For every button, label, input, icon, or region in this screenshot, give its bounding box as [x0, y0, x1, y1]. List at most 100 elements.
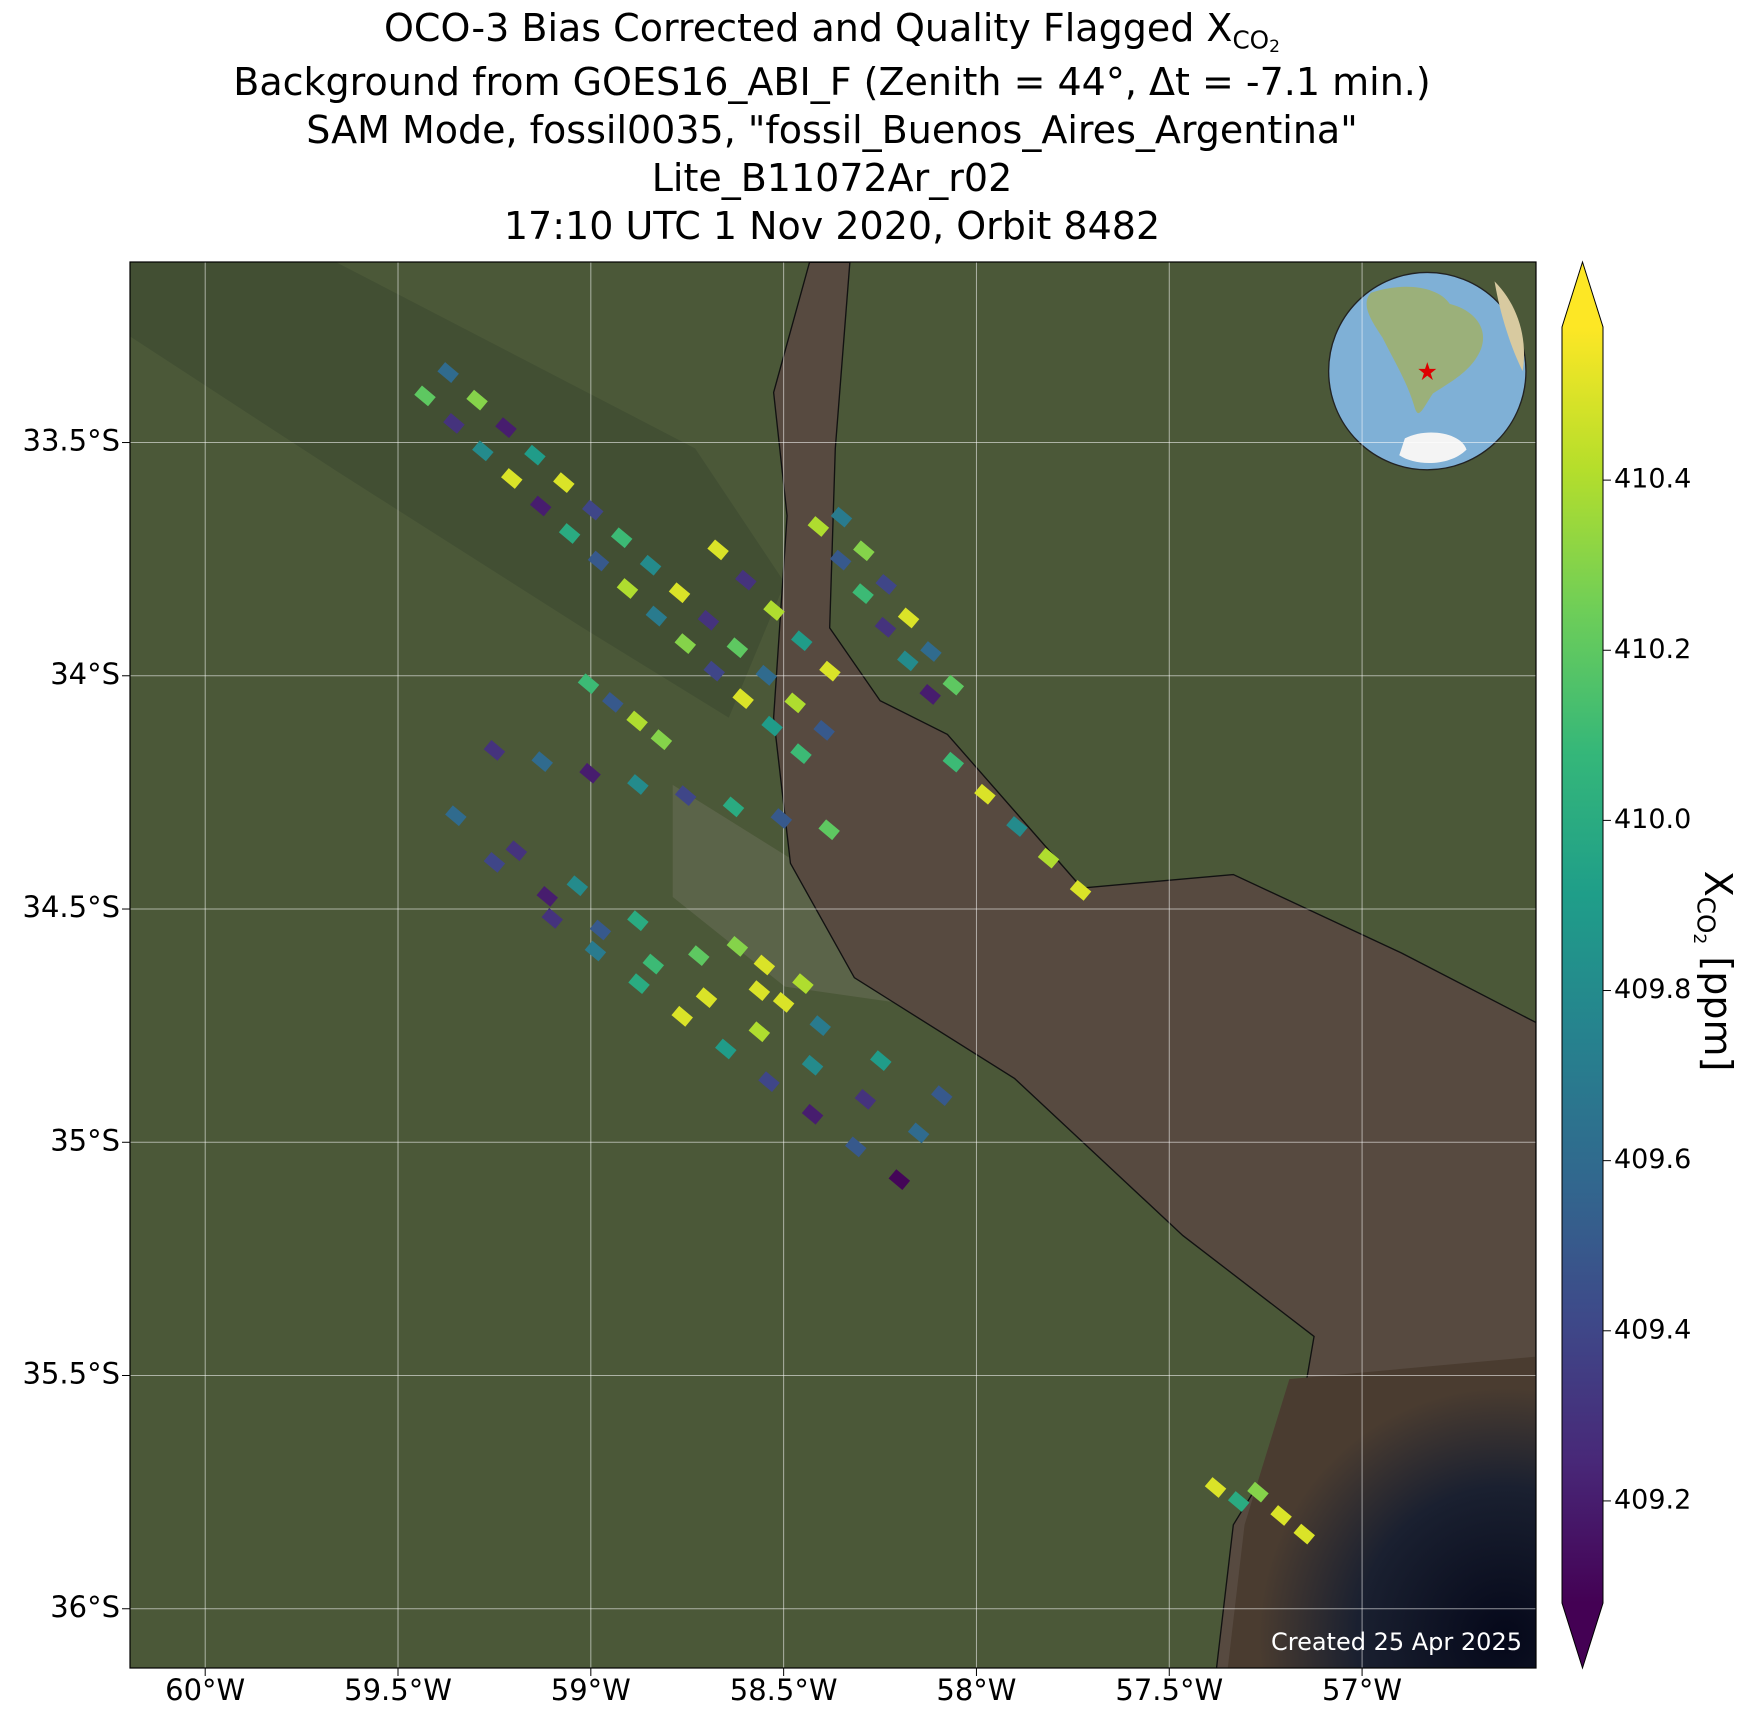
footprint: [472, 440, 494, 462]
x-tick-label: 57°W: [1322, 1673, 1402, 1707]
footprint: [748, 980, 771, 1002]
colorbar-body: [1562, 327, 1603, 1603]
footprint: [589, 919, 612, 941]
basemap: [130, 262, 1536, 1668]
x-tick-label: 57.5°W: [1115, 1673, 1223, 1707]
footprint: [829, 549, 852, 571]
footprint: [870, 1050, 892, 1072]
footprint: [772, 991, 795, 1013]
footprint: [791, 630, 813, 652]
text-subsub: 2: [1269, 37, 1280, 57]
wetland: [130, 262, 785, 718]
rich-text: 17:10 UTC 1 Nov 2020, Orbit 8482: [504, 204, 1160, 248]
footprint: [650, 729, 673, 751]
footprint: [1247, 1481, 1269, 1503]
footprint: [790, 743, 812, 765]
footprint: [1069, 879, 1092, 901]
footprint: [1204, 1477, 1227, 1498]
footprint: [753, 954, 776, 976]
footprint: [495, 417, 517, 438]
footprint: [703, 660, 725, 682]
colorbar: 409.2 409.4 409.6 409.8 410.0 410.2 410.4 XCO2 …: [1561, 260, 1741, 1670]
footprint: [853, 540, 875, 562]
text-main: SAM Mode, fossil0035, "fossil_Buenos_Air…: [306, 108, 1357, 152]
rich-text: OCO-3 Bias Corrected and Quality Flagged…: [384, 6, 1280, 58]
footprint: [818, 819, 840, 841]
footprint: [639, 554, 662, 576]
footprint: [763, 600, 785, 621]
footprint: [695, 987, 718, 1009]
africa: [1494, 281, 1525, 372]
y-tick-label: 33.5°S: [23, 424, 120, 458]
footprint: [1037, 847, 1060, 869]
antarctica: [1399, 432, 1467, 464]
footprint: [819, 660, 841, 682]
text-main: X: [1697, 871, 1741, 897]
globe-inset: [1327, 271, 1527, 471]
footprint: [974, 783, 996, 805]
footprint: [919, 684, 941, 705]
footprint: [792, 973, 814, 995]
footprint: [807, 516, 830, 537]
footprints: [414, 362, 1315, 1545]
y-tick-label: 35.5°S: [23, 1357, 120, 1391]
footprint: [674, 785, 697, 807]
basemap-shapes: [130, 262, 1536, 1668]
y-tick-label: 35°S: [50, 1123, 120, 1157]
footprint: [536, 886, 559, 907]
footprint: [942, 674, 965, 696]
footprint: [1006, 816, 1028, 837]
footprint: [897, 650, 919, 672]
footprint: [801, 1054, 824, 1076]
footprint: [697, 609, 720, 631]
map-frame: [129, 261, 1537, 1669]
footer: Created 25 Apr 2025: [1271, 1628, 1522, 1656]
footprint: [830, 506, 853, 528]
footprint: [784, 692, 806, 714]
text-sub: CO: [1232, 25, 1269, 54]
text-main: 17:10 UTC 1 Nov 2020, Orbit 8482: [504, 204, 1160, 248]
text-main: Lite_B11072Ar_r02: [652, 156, 1013, 200]
y-tick-label: 34°S: [50, 657, 120, 691]
footprint: [553, 472, 575, 494]
footprint: [627, 910, 649, 932]
rich-text: Background from GOES16_ABI_F (Zenith = 4…: [233, 60, 1430, 104]
colorbar-tick-label: 409.8: [1614, 974, 1691, 1005]
colorbar-tick-label: 410.4: [1614, 464, 1691, 495]
footprint: [875, 573, 897, 595]
title-block: OCO-3 Bias Corrected and Quality Flagged…: [233, 6, 1430, 248]
south-america: [1366, 286, 1484, 414]
footprint: [602, 691, 624, 713]
footprint: [715, 1038, 737, 1060]
footprint: [732, 688, 754, 710]
footprint: [505, 840, 528, 862]
footprint: [748, 1021, 771, 1043]
footprint: [1227, 1491, 1250, 1512]
footprint: [531, 751, 553, 772]
footprint: [579, 762, 601, 784]
footprint: [888, 1169, 911, 1190]
colorbar-outline: [1561, 260, 1604, 1670]
site-marker: [1418, 362, 1437, 381]
text-sub: CO: [1692, 897, 1721, 934]
footprint: [755, 664, 778, 686]
footprint: [566, 875, 589, 897]
footprint: [443, 413, 465, 434]
footprint: [626, 710, 648, 732]
x-tick-label: 58.5°W: [730, 1673, 838, 1707]
footprint: [668, 582, 691, 604]
footprint: [726, 935, 749, 957]
footprint: [610, 527, 633, 549]
footprint: [813, 719, 835, 741]
y-tick-label: 36°S: [50, 1590, 120, 1624]
x-tick-label: 59°W: [551, 1673, 631, 1707]
footprint: [558, 523, 581, 544]
colorbar-tick-label: 409.6: [1614, 1144, 1691, 1175]
footprint: [920, 641, 942, 662]
footprint: [577, 673, 600, 695]
footprint: [445, 805, 467, 827]
footprint: [524, 444, 546, 466]
rich-text: SAM Mode, fossil0035, "fossil_Buenos_Air…: [306, 108, 1357, 152]
